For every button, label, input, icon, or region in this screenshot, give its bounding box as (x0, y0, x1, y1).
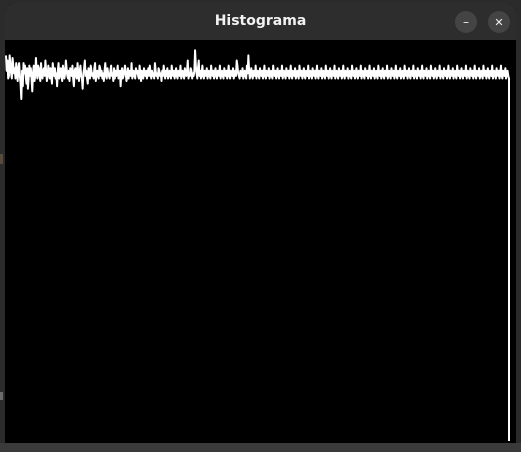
titlebar[interactable]: Histograma – ✕ (5, 3, 516, 41)
left-edge-mark (0, 154, 3, 164)
minimize-icon: – (463, 15, 469, 29)
minimize-button[interactable]: – (455, 11, 477, 33)
histogram-plot (5, 49, 510, 441)
close-button[interactable]: ✕ (488, 11, 510, 33)
close-icon: ✕ (494, 15, 504, 29)
left-edge-mark-lower (0, 392, 3, 400)
window-title: Histograma (214, 13, 307, 29)
histogram-window: Histograma – ✕ (5, 3, 516, 443)
histogram-canvas (5, 40, 516, 443)
bottom-strip (0, 443, 521, 452)
histogram-series-line (5, 49, 510, 441)
